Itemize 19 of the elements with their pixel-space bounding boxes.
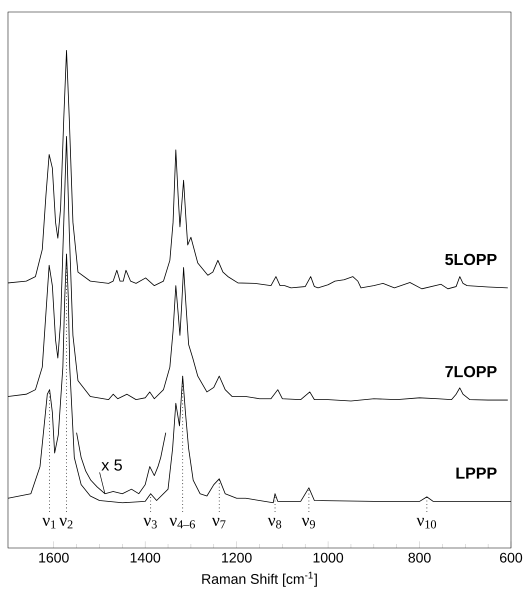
x-tick-label: 1600 bbox=[39, 552, 69, 563]
x-tick-label: 800 bbox=[408, 552, 431, 563]
annotation: ν$_{4–6}$ bbox=[169, 518, 195, 528]
x-axis-title: Raman Shift [cm$^{-1}$] bbox=[202, 572, 317, 587]
annotation: ν$_{9}$ bbox=[302, 518, 315, 528]
series-label: 7LOPP bbox=[445, 366, 497, 378]
annotation: ν$_{8}$ bbox=[268, 518, 282, 528]
annotation: x 5 bbox=[101, 460, 122, 471]
series-label: 5LOPP bbox=[445, 254, 497, 266]
x-tick-label: 600 bbox=[500, 552, 522, 563]
annotation: ν$_{3}$ bbox=[143, 518, 157, 528]
annotation: ν$_{7}$ bbox=[212, 518, 226, 528]
x-tick-label: 1000 bbox=[314, 552, 344, 563]
annotation: ν$_{1}$ bbox=[42, 518, 56, 528]
x-tick-label: 1200 bbox=[222, 552, 252, 563]
x-tick-label: 1400 bbox=[130, 552, 160, 563]
annotation: ν$_{10}$ bbox=[416, 518, 436, 528]
annotation: ν$_{2}$ bbox=[59, 518, 72, 528]
series-label: LPPP bbox=[456, 468, 497, 479]
